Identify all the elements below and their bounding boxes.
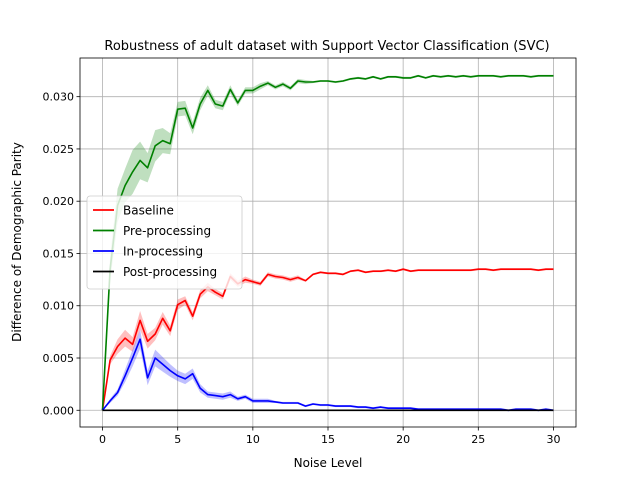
y-tick-label: 0.025: [43, 143, 75, 156]
baseline-line: [101, 268, 554, 411]
x-tick-label: 5: [174, 433, 181, 446]
in-processing-band: [102, 329, 554, 412]
legend-label-baseline: Baseline: [123, 204, 174, 218]
x-axis-ticks: 0 5 10 15 20 25 30: [99, 427, 560, 446]
y-axis-label: Difference of Demographic Parity: [10, 142, 24, 342]
legend-box: [86, 195, 243, 290]
x-tick-label: 15: [321, 433, 335, 446]
y-tick-label: 0.010: [43, 300, 75, 313]
pre-processing-line: [101, 75, 554, 411]
in-processing-line: [101, 338, 554, 412]
x-tick-label: 30: [546, 433, 560, 446]
legend-label-in-processing: In-processing: [123, 245, 203, 259]
y-tick-label: 0.030: [43, 91, 75, 104]
x-axis-label: Noise Level: [294, 456, 363, 470]
y-tick-label: 0.015: [43, 247, 75, 260]
series-lines: [101, 75, 554, 412]
legend: Baseline Pre-processing In-processing Post-…: [86, 195, 243, 290]
chart-title: Robustness of adult dataset with Support…: [104, 39, 549, 54]
legend-label-post-processing: Post-processing: [123, 265, 217, 279]
x-tick-label: 25: [471, 433, 485, 446]
x-tick-label: 0: [99, 433, 106, 446]
x-tick-label: 10: [246, 433, 260, 446]
confidence-bands: [102, 74, 554, 412]
y-tick-label: 0.005: [43, 352, 75, 365]
legend-label-pre-processing: Pre-processing: [123, 224, 211, 238]
y-tick-label: 0.000: [43, 404, 75, 417]
y-axis-ticks: 0.000 0.005 0.010 0.015 0.020 0.025 0.030: [43, 91, 80, 417]
x-tick-label: 20: [396, 433, 410, 446]
y-tick-label: 0.020: [43, 195, 75, 208]
